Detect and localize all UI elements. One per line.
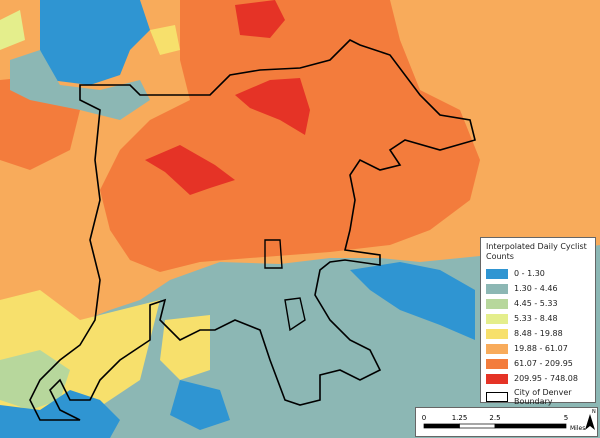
scale-segment [423, 423, 460, 429]
north-arrow [585, 414, 595, 430]
legend: Interpolated Daily Cyclist Counts 0 - 1.… [480, 237, 596, 406]
city-boundary-enclave [284, 297, 306, 332]
zone-red [145, 145, 235, 195]
scale-bar: 0 1.25 2.5 5 Miles N [415, 407, 598, 437]
legend-item: City of Denver Boundary [486, 386, 590, 408]
legend-swatch [486, 358, 508, 369]
legend-label: 0 - 1.30 [514, 269, 545, 278]
legend-label: 8.48 - 19.88 [514, 329, 563, 338]
zone-blue [40, 0, 150, 85]
legend-swatch [486, 268, 508, 279]
legend-swatch [486, 392, 508, 402]
legend-swatch [486, 373, 508, 384]
scale-unit: Miles [570, 425, 585, 432]
legend-item: 8.48 - 19.88 [486, 326, 590, 341]
legend-item: 4.45 - 5.33 [486, 296, 590, 311]
legend-item: 1.30 - 4.46 [486, 281, 590, 296]
zone-orange [100, 0, 480, 272]
scale-label: 1.25 [452, 414, 468, 422]
zone-yellow [150, 25, 180, 55]
legend-item: 5.33 - 8.48 [486, 311, 590, 326]
zone-pale-yellow [0, 10, 25, 50]
legend-item: 19.88 - 61.07 [486, 341, 590, 356]
legend-item: 209.95 - 748.08 [486, 371, 590, 386]
legend-label: 61.07 - 209.95 [514, 359, 573, 368]
scale-segment [459, 423, 496, 429]
zone-blue [170, 380, 230, 430]
zone-red [235, 0, 285, 38]
legend-label: 5.33 - 8.48 [514, 314, 558, 323]
legend-label: 1.30 - 4.46 [514, 284, 558, 293]
legend-label: 19.88 - 61.07 [514, 344, 568, 353]
zone-blue [0, 390, 120, 438]
legend-label: City of Denver Boundary [514, 388, 572, 406]
scale-label: 2.5 [489, 414, 500, 422]
legend-swatch [486, 328, 508, 339]
legend-title: Interpolated Daily Cyclist Counts [486, 242, 587, 261]
legend-item: 0 - 1.30 [486, 266, 590, 281]
legend-label: 4.45 - 5.33 [514, 299, 558, 308]
north-label: N [592, 409, 596, 415]
legend-item: 61.07 - 209.95 [486, 356, 590, 371]
scale-label: 0 [422, 414, 426, 422]
city-boundary [29, 39, 476, 421]
scale-label: 5 [564, 414, 568, 422]
legend-list: 0 - 1.30 1.30 - 4.46 4.45 - 5.33 5.33 - 8.4… [486, 266, 590, 408]
city-boundary-enclave [264, 239, 283, 269]
legend-swatch [486, 283, 508, 294]
legend-swatch [486, 298, 508, 309]
zone-red [235, 78, 310, 135]
legend-swatch [486, 313, 508, 324]
zone-blue [350, 262, 475, 340]
legend-label: 209.95 - 748.08 [514, 374, 578, 383]
scale-segment [494, 423, 567, 429]
legend-swatch [486, 343, 508, 354]
zone-teal [10, 50, 150, 120]
